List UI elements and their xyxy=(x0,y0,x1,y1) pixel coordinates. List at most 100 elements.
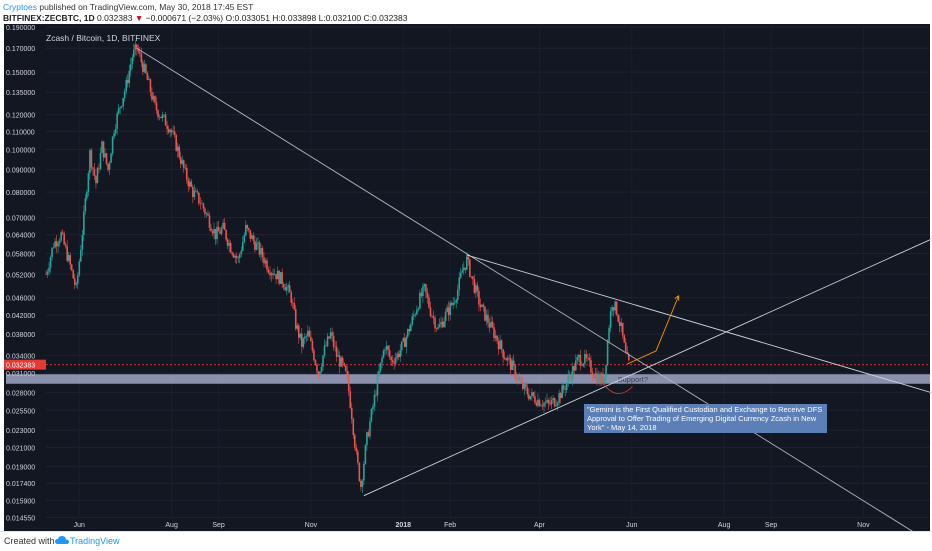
publish-info: published on TradingView.com, May 30, 20… xyxy=(39,2,254,12)
candle-body xyxy=(243,235,246,242)
candle-body xyxy=(152,96,155,100)
candle-body xyxy=(378,370,380,376)
candle-body xyxy=(388,350,391,357)
x-tick-label: Apr xyxy=(534,522,546,529)
candle-body xyxy=(267,269,270,273)
candle-body xyxy=(189,181,191,187)
candle-body xyxy=(213,228,215,234)
candle-body xyxy=(316,364,318,372)
candle-body xyxy=(167,128,170,133)
candle-body xyxy=(105,153,108,164)
candle-body xyxy=(434,317,436,329)
candle-body xyxy=(199,203,202,204)
candle-body xyxy=(576,357,579,361)
candle-body xyxy=(69,255,72,265)
candle-body xyxy=(559,393,562,399)
candle-body xyxy=(562,385,565,390)
candle-body xyxy=(276,270,279,280)
candle-body xyxy=(614,301,616,311)
candle-body xyxy=(157,110,159,117)
candle-body xyxy=(355,447,358,452)
candle-body xyxy=(92,167,94,169)
candle-body xyxy=(624,342,627,352)
x-axis: Jun Aug Sep Nov 2018 Feb Apr Jun Aug Sep Nov xyxy=(74,522,870,529)
y-tick-label: 0.014550 xyxy=(6,515,35,522)
author-link[interactable]: Cryptoes xyxy=(3,2,38,12)
candle-body xyxy=(173,131,176,135)
candle-body xyxy=(304,336,306,339)
candle-body xyxy=(64,244,67,247)
candle-body xyxy=(587,357,589,359)
candle-body xyxy=(328,336,330,339)
drawings-layer xyxy=(136,47,932,545)
candle-body xyxy=(294,309,297,329)
candle-body xyxy=(464,267,467,270)
candle-body xyxy=(422,286,424,297)
candle-body xyxy=(222,222,224,229)
candle-body xyxy=(86,191,88,199)
candle-body xyxy=(219,231,221,234)
price-change: −0.000671 (−2.03%) xyxy=(145,13,224,23)
candle-body xyxy=(116,113,118,129)
candle-body xyxy=(114,128,117,134)
x-tick-label: Aug xyxy=(165,522,178,529)
trendline xyxy=(466,254,932,394)
candle-body xyxy=(223,222,226,231)
candle-body xyxy=(428,297,430,308)
candle-body xyxy=(353,434,356,448)
candle-body xyxy=(484,306,486,321)
candle-body xyxy=(95,175,97,184)
x-tick-label: Feb xyxy=(444,522,456,529)
candle-body xyxy=(597,375,600,384)
candle-body xyxy=(319,371,321,376)
candle-body xyxy=(420,292,423,297)
candle-body xyxy=(237,257,240,259)
candle-body xyxy=(400,341,403,351)
candle-body xyxy=(564,389,566,390)
candle-body xyxy=(555,405,557,407)
candle-body xyxy=(573,366,576,371)
candle-body xyxy=(246,225,249,229)
candle-body xyxy=(372,406,374,409)
y-tick-label: 0.120000 xyxy=(6,113,35,120)
candle-body xyxy=(494,335,497,339)
candle-body xyxy=(51,247,53,258)
candle-body xyxy=(520,380,523,383)
candle-body xyxy=(214,228,217,240)
candle-body xyxy=(391,360,394,363)
candle-body xyxy=(490,321,492,328)
y-tick-label: 0.025500 xyxy=(6,408,35,415)
candle-body xyxy=(500,340,503,350)
candle-body xyxy=(172,131,174,133)
candle-body xyxy=(585,354,588,358)
candle-body xyxy=(166,125,168,129)
candle-body xyxy=(515,378,518,380)
candle-body xyxy=(195,190,197,192)
candle-body xyxy=(341,357,344,364)
candle-body xyxy=(249,230,252,239)
candle-body xyxy=(193,190,196,197)
candle-body xyxy=(307,330,309,336)
candle-body xyxy=(282,283,285,287)
candle-body xyxy=(208,215,211,228)
candle-body xyxy=(627,353,630,361)
candle-body xyxy=(505,358,507,361)
candle-body xyxy=(288,285,291,293)
candle-body xyxy=(512,360,515,366)
candle-body xyxy=(570,376,573,380)
candle-body xyxy=(102,141,105,158)
news-annotation[interactable]: "Gemini is the First Qualified Custodian… xyxy=(584,404,827,433)
candle-body xyxy=(437,327,439,329)
candle-body xyxy=(472,276,474,280)
tradingview-link[interactable]: TradingView xyxy=(70,536,120,546)
candle-body xyxy=(452,302,454,306)
candle-body xyxy=(252,235,255,241)
candle-body xyxy=(522,382,524,389)
candle-body xyxy=(322,355,324,367)
candle-body xyxy=(596,373,598,384)
candle-body xyxy=(263,257,265,264)
candle-body xyxy=(511,360,514,370)
candle-body xyxy=(456,289,459,301)
candle-body xyxy=(502,349,504,358)
